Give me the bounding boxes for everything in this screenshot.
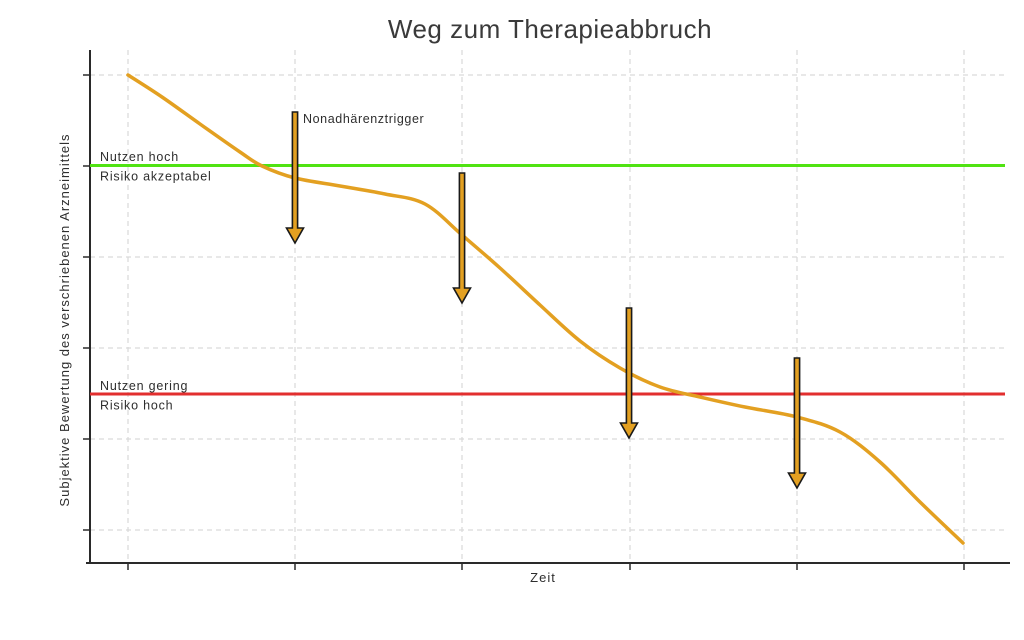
nonadherence-trigger-arrow	[285, 111, 305, 245]
x-axis-label: Zeit	[530, 570, 556, 585]
upper-threshold-label-bottom: Risiko akzeptabel	[100, 170, 212, 184]
lower-threshold-label-top: Nutzen gering	[100, 379, 188, 393]
trigger-arrows-layer	[285, 111, 807, 490]
y-axis-label: Subjektive Bewertung des verschriebenen …	[57, 133, 72, 506]
upper-threshold-label-top: Nutzen hoch	[100, 150, 179, 164]
reference-lines-layer	[90, 164, 1005, 396]
nonadherence-trigger-label: Nonadhärenztrigger	[303, 112, 424, 126]
gridlines-layer	[90, 50, 1005, 563]
evaluation-curve	[126, 73, 965, 545]
lower-threshold-label-bottom: Risiko hoch	[100, 399, 173, 413]
nonadherence-trigger-arrow	[619, 307, 639, 440]
evaluation-curve-layer	[126, 73, 965, 545]
chart-title: Weg zum Therapieabbruch	[388, 14, 712, 44]
axes-layer	[83, 50, 1010, 570]
nonadherence-trigger-arrow	[452, 172, 472, 305]
nonadherence-trigger-arrow	[787, 357, 807, 490]
